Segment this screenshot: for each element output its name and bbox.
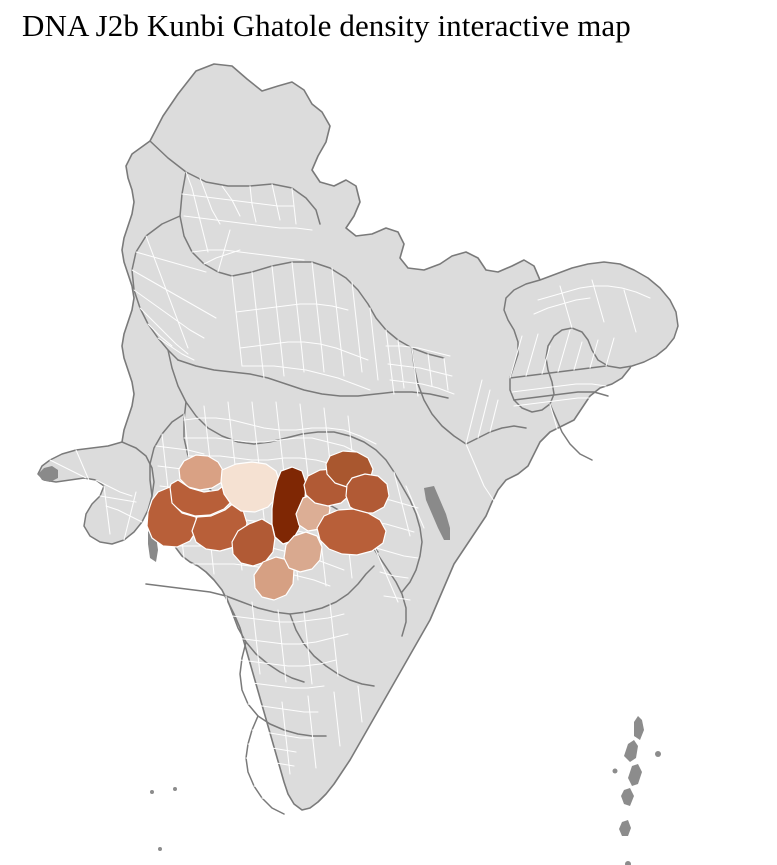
- state-border-telangana: [289, 613, 375, 687]
- district-grid-hp-uk: [181, 193, 313, 261]
- district-grid-south: [225, 595, 363, 803]
- andaman-islet-b: [612, 768, 618, 774]
- northeast-states-outline: [503, 261, 679, 413]
- state-border-mizoram-tripura: [549, 403, 593, 461]
- state-border-up-north: [231, 261, 445, 359]
- andaman-middle-island: [624, 740, 638, 762]
- district-w-coast[interactable]: [146, 486, 198, 548]
- district-grid-ne: [509, 279, 651, 447]
- india-mainland-outline: [121, 63, 651, 811]
- nicobar-islet-a: [625, 861, 631, 865]
- district-se-light[interactable]: [283, 531, 323, 573]
- district-e-lower[interactable]: [316, 508, 387, 556]
- map-container[interactable]: [0, 46, 777, 865]
- lakshadweep-islet-b: [173, 787, 177, 791]
- india-district-choropleth-map[interactable]: [0, 46, 777, 865]
- district-grid-wb: [465, 379, 501, 511]
- district-grid-odisha-cg: [371, 471, 425, 603]
- state-border-gujarat-raj: [149, 413, 185, 497]
- darker-coast-features: [38, 466, 450, 562]
- state-border-up-south: [177, 359, 449, 399]
- little-andaman-island: [619, 820, 631, 836]
- page-title: DNA J2b Kunbi Ghatole density interactiv…: [22, 8, 631, 43]
- andaman-islet-a: [655, 751, 661, 757]
- odisha-coast-strip: [424, 486, 450, 540]
- district-grid-up-a: [231, 261, 325, 379]
- lakshadweep-islet-a: [150, 790, 154, 794]
- state-border-kerala: [245, 715, 285, 815]
- district-grid-up-b: [235, 267, 379, 391]
- state-border-punjab-haryana: [179, 171, 233, 277]
- district-grid-mp-a: [183, 401, 377, 489]
- andaman-south-island: [628, 764, 642, 786]
- state-border-odisha-west: [393, 471, 423, 593]
- island-territories: [150, 716, 661, 865]
- district-nw-pale[interactable]: [178, 454, 225, 491]
- state-border-karnataka-east: [225, 595, 305, 683]
- map-base-landmass: [37, 63, 679, 811]
- district-e-mid[interactable]: [345, 473, 390, 514]
- district-grid-punjab-hry: [185, 171, 241, 273]
- state-border-wb-ne: [465, 425, 527, 445]
- andaman-lower-island: [621, 788, 634, 806]
- district-grid-raj: [131, 235, 217, 361]
- district-s-mid[interactable]: [231, 518, 276, 567]
- gujarat-kutch-outline: [37, 441, 155, 545]
- district-grid-bihar: [385, 329, 455, 397]
- state-border-maha-south: [145, 565, 375, 615]
- state-border-chhattisgarh: [371, 545, 407, 637]
- state-border-meghalaya: [513, 391, 609, 401]
- andaman-north-island: [634, 716, 644, 740]
- lakshadweep-islet-c: [158, 847, 162, 851]
- highlighted-district-cluster[interactable]: [146, 450, 390, 601]
- gujarat-west-headland: [38, 466, 58, 482]
